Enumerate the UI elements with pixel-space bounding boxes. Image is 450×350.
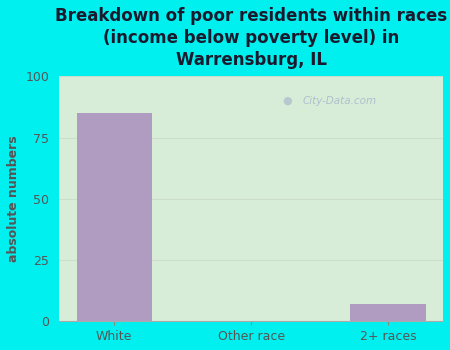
Bar <box>350 304 426 321</box>
Y-axis label: absolute numbers: absolute numbers <box>7 135 20 262</box>
Text: ●: ● <box>283 96 293 106</box>
Bar <box>76 113 152 321</box>
Title: Breakdown of poor residents within races
(income below poverty level) in
Warrens: Breakdown of poor residents within races… <box>55 7 447 69</box>
Text: City-Data.com: City-Data.com <box>302 96 377 106</box>
